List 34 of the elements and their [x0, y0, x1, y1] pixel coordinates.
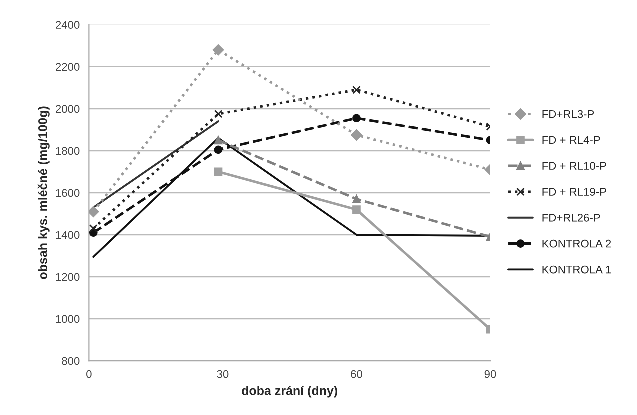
point [89, 224, 98, 233]
x-axis-title: doba zrání (dny) [242, 386, 338, 398]
legend-label: KONTROLA 1 [542, 266, 612, 274]
y-tick-label: 1600 [56, 189, 80, 198]
y-tick-label: 2200 [56, 63, 80, 72]
point [212, 44, 224, 56]
y-tick-label: 800 [62, 357, 80, 366]
y-tick-label: 1800 [56, 147, 80, 156]
point [89, 206, 100, 218]
y-tick-label: 1000 [56, 315, 80, 324]
legend-label: FD+RL3-P [542, 110, 594, 118]
x-tick-label: 30 [217, 370, 229, 378]
point [214, 110, 223, 118]
point [214, 146, 223, 154]
x-tick-label: 0 [86, 370, 92, 378]
point [214, 136, 223, 145]
legend-label: FD + RL4-P [542, 136, 600, 144]
y-tick-label: 1200 [56, 273, 80, 282]
point [351, 130, 362, 141]
y-axis-title: obsah kys. mléčné (mg/100g) [38, 106, 50, 280]
point [352, 195, 361, 204]
legend-label: FD + RL10-P [542, 162, 606, 170]
legend-label: FD + RL19-P [542, 188, 606, 196]
y-tick-label: 2000 [56, 105, 80, 114]
point [352, 114, 361, 123]
x-tick-label: 90 [484, 370, 496, 378]
y-tick-label: 1400 [56, 231, 80, 240]
x-tick-label: 60 [351, 370, 362, 378]
legend-label: FD+RL26-P [542, 214, 600, 222]
point [214, 168, 223, 176]
point [352, 206, 361, 214]
legend-label: KONTROLA 2 [542, 240, 612, 248]
point [352, 86, 361, 94]
y-tick-label: 2400 [56, 21, 80, 30]
